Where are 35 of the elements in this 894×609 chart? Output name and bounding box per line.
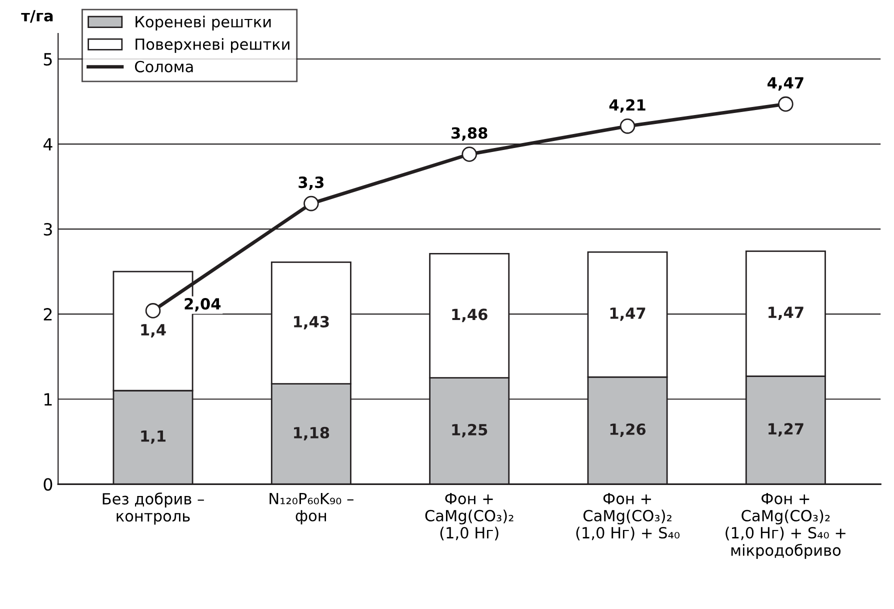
y-tick-label: 3 [44, 223, 52, 236]
point [462, 146, 477, 162]
y-tick-label: 4 [43, 138, 52, 150]
legend-label: Поверхневі рештки [136, 38, 290, 53]
x-tick-label: Без добрив – контроль [102, 492, 204, 525]
y-tick-label: 5 [44, 53, 52, 66]
y-axis-title: т/га [21, 10, 53, 23]
data-label: 4,47 [768, 77, 804, 91]
data-label: 1,27 [768, 423, 804, 437]
legend-label: Солома [135, 60, 193, 72]
x-tick-label: N₁₂₀P₆₀K₉₀ – фон [270, 492, 354, 524]
data-label: 2,04 [184, 298, 221, 312]
data-label: 3,3 [298, 176, 324, 190]
data-label: 4,21 [609, 99, 646, 113]
data-label: 1,26 [610, 423, 646, 437]
point [145, 303, 161, 318]
data-label: 1,25 [452, 424, 488, 438]
data-label: 1,47 [768, 306, 804, 320]
data-label: 1,43 [294, 316, 329, 330]
x-tick-label: Фон + CaMg(CO₃)₂ (1,0 Нг) [425, 492, 514, 540]
point [304, 196, 319, 212]
y-tick-label: 1 [44, 393, 52, 406]
data-label: 1,4 [141, 324, 166, 338]
x-tick-label: Фон + CaMg(CO₃)₂ (1,0 Нг) + S₄₀ + мікродобриво [726, 492, 846, 559]
point [620, 118, 636, 134]
data-label: 1,46 [452, 308, 488, 322]
data-label: 1,18 [294, 426, 330, 440]
y-tick-label: 0 [44, 478, 52, 491]
data-label: 1,47 [610, 308, 646, 321]
data-label: 1,1 [141, 430, 166, 444]
legend-label: Кореневі рештки [136, 16, 271, 30]
x-tick-label: Фон + CaMg(CO₃)₂ (1,0 Нг) + S₄₀ [576, 492, 680, 540]
point [778, 96, 794, 112]
y-tick-label: 2 [44, 308, 52, 320]
data-label: 3,88 [452, 127, 488, 141]
